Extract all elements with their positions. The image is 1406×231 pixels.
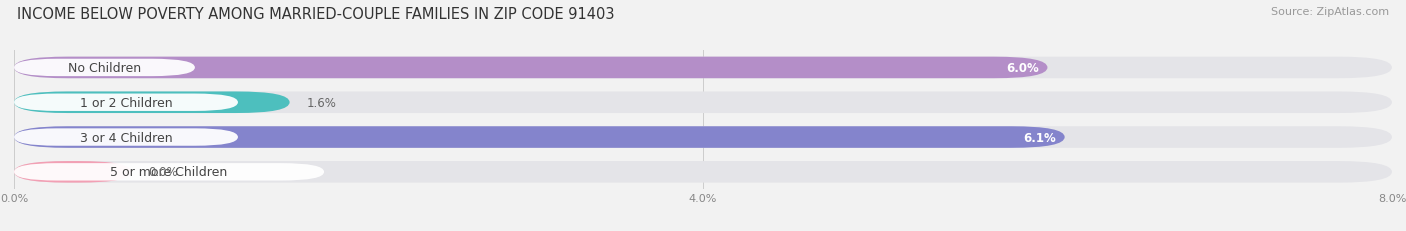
Text: INCOME BELOW POVERTY AMONG MARRIED-COUPLE FAMILIES IN ZIP CODE 91403: INCOME BELOW POVERTY AMONG MARRIED-COUPL… [17,7,614,22]
Text: 3 or 4 Children: 3 or 4 Children [80,131,173,144]
FancyBboxPatch shape [14,58,1047,79]
Text: 0.0%: 0.0% [149,166,179,179]
Text: No Children: No Children [67,62,141,75]
FancyBboxPatch shape [14,161,1392,183]
FancyBboxPatch shape [14,59,195,77]
FancyBboxPatch shape [14,92,1392,113]
Text: 5 or more Children: 5 or more Children [111,166,228,179]
FancyBboxPatch shape [14,127,1064,148]
Text: 6.1%: 6.1% [1024,131,1056,144]
FancyBboxPatch shape [14,92,290,113]
Text: 6.0%: 6.0% [1007,62,1039,75]
FancyBboxPatch shape [14,127,1392,148]
FancyBboxPatch shape [14,161,132,183]
FancyBboxPatch shape [14,58,1392,79]
Text: 1.6%: 1.6% [307,96,336,109]
FancyBboxPatch shape [14,129,238,146]
Text: Source: ZipAtlas.com: Source: ZipAtlas.com [1271,7,1389,17]
FancyBboxPatch shape [14,164,325,181]
Text: 1 or 2 Children: 1 or 2 Children [80,96,173,109]
FancyBboxPatch shape [14,94,238,112]
